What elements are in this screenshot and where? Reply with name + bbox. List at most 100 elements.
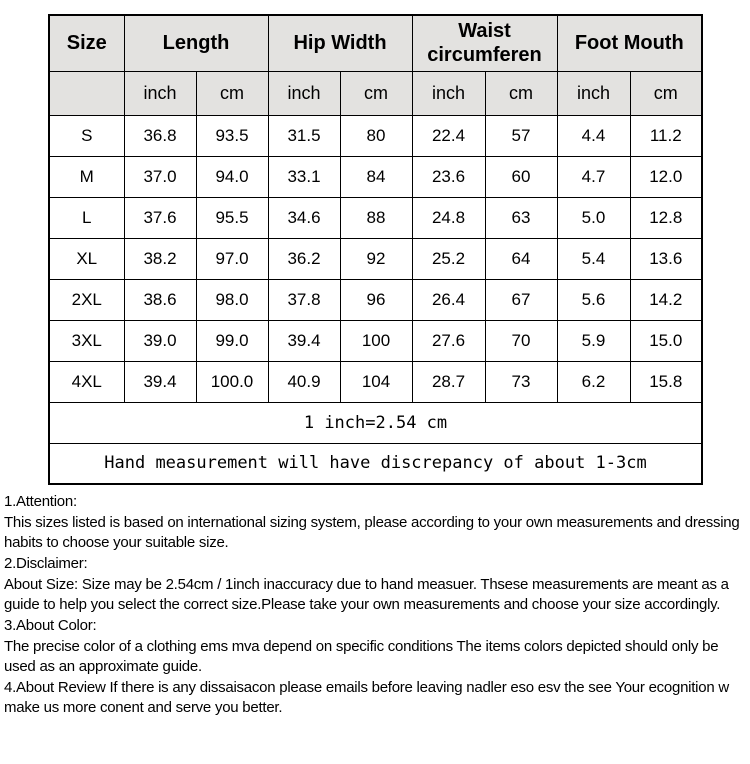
note-about-color-body: The precise color of a clothing ems mva … [4, 638, 719, 675]
data-cell: 5.9 [556, 319, 631, 362]
data-cell: 28.7 [411, 360, 486, 403]
data-cell: 39.4 [123, 360, 197, 403]
unit-header-waist-cm: cm [484, 70, 558, 116]
footnote-row-inch-conversion: 1 inch=2.54 cm [48, 401, 703, 444]
table-row-l: L 37.6 95.5 34.6 88 24.8 63 5.0 12.8 [48, 196, 703, 239]
note-attention-body: This sizes listed is based on internatio… [4, 514, 740, 551]
data-cell: 100.0 [195, 360, 269, 403]
data-cell: 4.7 [556, 155, 631, 198]
data-cell: 5.6 [556, 278, 631, 321]
note-about-review: 4.About Review If there is any dissaisac… [4, 679, 729, 716]
data-cell: 39.0 [123, 319, 197, 362]
data-cell: 39.4 [267, 319, 341, 362]
note-about-color-heading: 3.About Color: [4, 617, 97, 634]
data-cell: 99.0 [195, 319, 269, 362]
data-cell: 97.0 [195, 237, 269, 280]
data-cell: 95.5 [195, 196, 269, 239]
data-cell: 38.6 [123, 278, 197, 321]
data-cell: 80 [339, 114, 413, 157]
unit-header-hip-cm: cm [339, 70, 413, 116]
data-cell: 36.2 [267, 237, 341, 280]
inch-conversion-note: 1 inch=2.54 cm [48, 401, 703, 444]
table-header: Size Length Hip Width Waist circumferen … [48, 14, 703, 116]
data-cell: 11.2 [629, 114, 703, 157]
data-cell: 94.0 [195, 155, 269, 198]
table-body: S 36.8 93.5 31.5 80 22.4 57 4.4 11.2 M 3… [48, 114, 703, 485]
data-cell: 84 [339, 155, 413, 198]
data-cell: 25.2 [411, 237, 486, 280]
hand-measurement-note: Hand measurement will have discrepancy o… [48, 442, 703, 485]
data-cell: 70 [484, 319, 558, 362]
column-header-foot-mouth: Foot Mouth [556, 14, 703, 72]
table-row-2xl: 2XL 38.6 98.0 37.8 96 26.4 67 5.6 14.2 [48, 278, 703, 321]
data-cell: 6.2 [556, 360, 631, 403]
data-cell: 96 [339, 278, 413, 321]
data-cell: 37.8 [267, 278, 341, 321]
data-cell: 22.4 [411, 114, 486, 157]
data-cell: 34.6 [267, 196, 341, 239]
data-cell: 26.4 [411, 278, 486, 321]
data-cell: 37.0 [123, 155, 197, 198]
data-cell: 38.2 [123, 237, 197, 280]
column-header-size: Size [48, 14, 125, 72]
footnote-row-hand-measurement: Hand measurement will have discrepancy o… [48, 442, 703, 485]
column-header-waist-circumference: Waist circumferen [411, 14, 558, 72]
data-cell: 31.5 [267, 114, 341, 157]
data-cell: 12.8 [629, 196, 703, 239]
data-cell: 104 [339, 360, 413, 403]
size-chart-table: Size Length Hip Width Waist circumferen … [48, 14, 703, 485]
data-cell: 88 [339, 196, 413, 239]
data-cell: 64 [484, 237, 558, 280]
unit-header-foot-inch: inch [556, 70, 631, 116]
column-header-length: Length [123, 14, 269, 72]
note-attention-heading: 1.Attention: [4, 493, 77, 510]
data-cell: 40.9 [267, 360, 341, 403]
size-cell: 2XL [48, 278, 125, 321]
data-cell: 15.8 [629, 360, 703, 403]
table-row-m: M 37.0 94.0 33.1 84 23.6 60 4.7 12.0 [48, 155, 703, 198]
column-header-hip-width: Hip Width [267, 14, 413, 72]
unit-header-length-cm: cm [195, 70, 269, 116]
data-cell: 4.4 [556, 114, 631, 157]
data-cell: 27.6 [411, 319, 486, 362]
data-cell: 100 [339, 319, 413, 362]
unit-header-foot-cm: cm [629, 70, 703, 116]
unit-header-length-inch: inch [123, 70, 197, 116]
data-cell: 57 [484, 114, 558, 157]
data-cell: 92 [339, 237, 413, 280]
notes-section: 1.Attention: This sizes listed is based … [4, 492, 750, 718]
note-disclaimer-heading: 2.Disclaimer: [4, 555, 88, 572]
table-row-4xl: 4XL 39.4 100.0 40.9 104 28.7 73 6.2 15.8 [48, 360, 703, 403]
size-cell: 4XL [48, 360, 125, 403]
data-cell: 93.5 [195, 114, 269, 157]
note-disclaimer-body: About Size: Size may be 2.54cm / 1inch i… [4, 576, 729, 613]
unit-header-waist-inch: inch [411, 70, 486, 116]
unit-header-hip-inch: inch [267, 70, 341, 116]
data-cell: 67 [484, 278, 558, 321]
data-cell: 13.6 [629, 237, 703, 280]
table-header-group-row: Size Length Hip Width Waist circumferen … [48, 14, 703, 72]
data-cell: 37.6 [123, 196, 197, 239]
size-cell: 3XL [48, 319, 125, 362]
data-cell: 12.0 [629, 155, 703, 198]
data-cell: 14.2 [629, 278, 703, 321]
table-row-xl: XL 38.2 97.0 36.2 92 25.2 64 5.4 13.6 [48, 237, 703, 280]
data-cell: 63 [484, 196, 558, 239]
size-cell: L [48, 196, 125, 239]
data-cell: 5.4 [556, 237, 631, 280]
data-cell: 5.0 [556, 196, 631, 239]
table-row-s: S 36.8 93.5 31.5 80 22.4 57 4.4 11.2 [48, 114, 703, 157]
data-cell: 33.1 [267, 155, 341, 198]
size-cell: XL [48, 237, 125, 280]
data-cell: 23.6 [411, 155, 486, 198]
table-row-3xl: 3XL 39.0 99.0 39.4 100 27.6 70 5.9 15.0 [48, 319, 703, 362]
data-cell: 36.8 [123, 114, 197, 157]
data-cell: 73 [484, 360, 558, 403]
data-cell: 60 [484, 155, 558, 198]
size-cell: M [48, 155, 125, 198]
table-header-unit-row: inch cm inch cm inch cm inch cm [48, 70, 703, 116]
unit-header-empty [48, 70, 125, 116]
size-cell: S [48, 114, 125, 157]
data-cell: 24.8 [411, 196, 486, 239]
data-cell: 98.0 [195, 278, 269, 321]
